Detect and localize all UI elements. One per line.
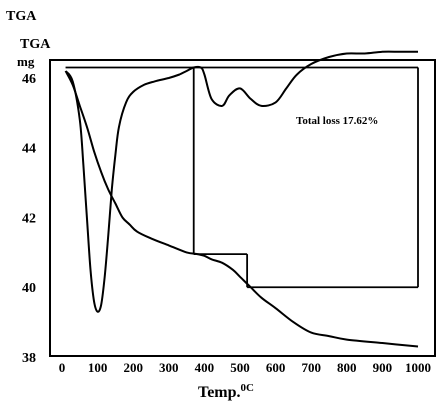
y-tick-label-46: 46 (22, 72, 36, 87)
derivative-curve (64, 50, 418, 313)
plot-frame (49, 59, 436, 357)
step-guides (65, 66, 419, 289)
x-tick-label-300: 300 (159, 360, 179, 375)
x-tick-label-0: 0 (59, 360, 66, 375)
y-axis-unit: mg (17, 54, 35, 69)
x-tick-label-900: 900 (373, 360, 393, 375)
x-tick-label-100: 100 (88, 360, 108, 375)
x-tick-label-700: 700 (301, 360, 321, 375)
x-tick-label-1000: 1000 (405, 360, 431, 375)
x-tick-label-600: 600 (266, 360, 286, 375)
x-tick-label-200: 200 (123, 360, 143, 375)
total-loss-annotation: Total loss 17.62% (296, 115, 378, 127)
y-axis-label: TGA (20, 37, 51, 52)
x-tick-labels: 0 100 200 300 400 500 600 700 800 900 1000 (59, 360, 431, 375)
y-tick-labels: 38 40 42 44 46 (22, 72, 36, 366)
x-tick-label-500: 500 (230, 360, 250, 375)
chart-title: TGA (6, 9, 37, 24)
y-tick-label-40: 40 (22, 281, 36, 296)
y-tick-label-42: 42 (22, 211, 36, 226)
y-tick-label-44: 44 (22, 142, 36, 157)
x-axis-label-text: Temp. (198, 384, 241, 401)
x-axis-label-degree: 0C (241, 382, 255, 394)
x-axis-label: Temp.0C (198, 382, 254, 401)
x-tick-label-400: 400 (195, 360, 215, 375)
tga-curve (64, 70, 419, 348)
y-tick-label-38: 38 (22, 351, 36, 366)
x-tick-label-800: 800 (337, 360, 357, 375)
data-curves (64, 50, 419, 348)
